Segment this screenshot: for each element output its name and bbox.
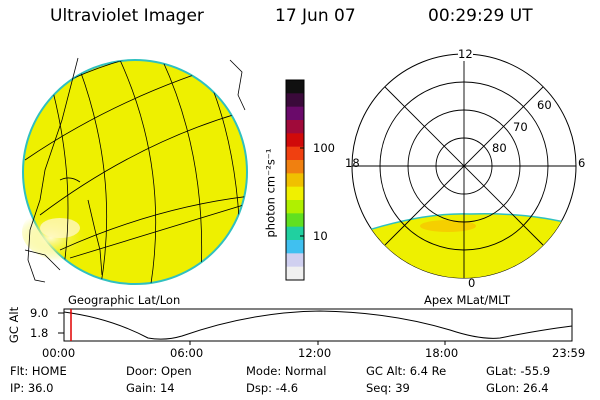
- colorbar-frame: [285, 79, 305, 281]
- colorbar-tick-100: 100: [313, 141, 335, 155]
- status-glat: GLat: -55.9: [486, 364, 551, 378]
- polar-image: [351, 53, 577, 279]
- colorbar-segment: [286, 93, 304, 108]
- polar-grid: [352, 54, 576, 278]
- colorbar-segment: [286, 213, 304, 228]
- time-label: 00:29:29 UT: [428, 6, 533, 26]
- mlt-label-18: 18: [345, 156, 360, 170]
- geographic-panel-label: Geographic Lat/Lon: [68, 293, 181, 307]
- polar-panel-label: Apex MLat/MLT: [424, 293, 511, 307]
- status-gain: Gain: 14: [126, 381, 175, 395]
- status-mode: Mode: Normal: [246, 364, 327, 378]
- altitude-curve: [63, 310, 573, 340]
- colorbar-segment: [286, 266, 304, 281]
- colorbar-segment: [286, 120, 304, 134]
- altitude-xtick-1800: 18:00: [425, 346, 459, 360]
- altitude-ytick-high: 9.0: [30, 306, 49, 320]
- altitude-xtick-0000: 00:00: [42, 346, 76, 360]
- mlat-label-60: 60: [537, 98, 552, 112]
- colorbar-segment: [286, 160, 304, 174]
- colorbar-segment: [286, 80, 304, 94]
- mlt-label-6: 6: [578, 156, 586, 170]
- colorbar-segment: [286, 226, 304, 241]
- date-label: 17 Jun 07: [275, 6, 356, 26]
- altitude-xtick-2359: 23:59: [552, 346, 586, 360]
- colorbar-segment: [286, 146, 304, 161]
- colorbar-segment: [286, 200, 304, 214]
- status-ip: IP: 36.0: [10, 381, 54, 395]
- geographic-image: [22, 57, 248, 285]
- mlt-label-12: 12: [458, 47, 473, 61]
- altitude-xtick-1200: 12:00: [298, 346, 332, 360]
- colorbar-segment: [286, 253, 304, 268]
- altitude-ytick-low: 1.8: [30, 326, 49, 340]
- mlat-label-80: 80: [492, 141, 507, 155]
- mlat-label-70: 70: [513, 120, 528, 134]
- colorbar-segment: [286, 240, 304, 254]
- status-door: Door: Open: [126, 364, 192, 378]
- colorbar-tick-10: 10: [313, 229, 328, 243]
- color-bar: [285, 79, 305, 281]
- status-dsp: Dsp: -4.6: [246, 381, 299, 395]
- colorbar-segment: [286, 173, 304, 188]
- colorbar-segment: [286, 133, 304, 148]
- instrument-title: Ultraviolet Imager: [50, 6, 204, 26]
- coastlines: [24, 57, 246, 283]
- altitude-plot: [58, 308, 573, 345]
- colorbar-segment: [286, 186, 304, 201]
- status-seq: Seq: 39: [366, 381, 410, 395]
- status-glon: GLon: 26.4: [486, 381, 549, 395]
- status-gcalt: GC Alt: 6.4 Re: [366, 364, 447, 378]
- mlt-label-0: 0: [468, 276, 476, 290]
- altitude-xtick-0600: 06:00: [170, 346, 204, 360]
- colorbar-segment: [286, 106, 304, 121]
- altitude-ylabel: GC Alt: [7, 306, 22, 344]
- colorbar-unit-label: photon cm⁻²s⁻¹: [263, 148, 278, 238]
- status-flt: Flt: HOME: [10, 364, 67, 378]
